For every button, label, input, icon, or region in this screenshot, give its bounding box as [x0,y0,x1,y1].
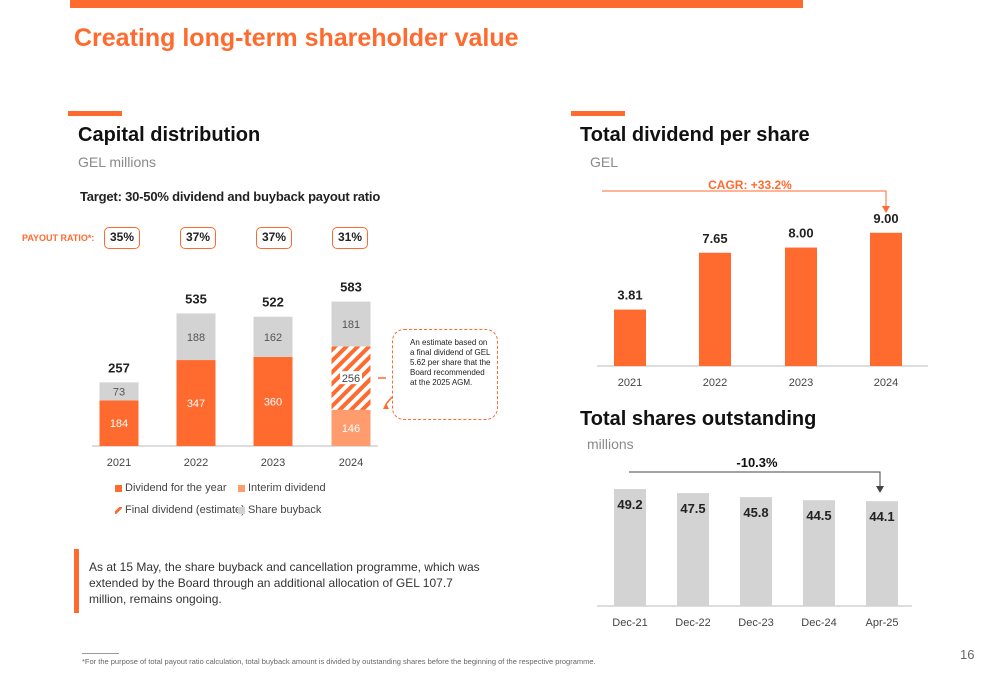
x-tick-label: 2023 [261,457,285,469]
cagr-label: CAGR: +33.2% [708,178,792,192]
legend-swatch [115,506,122,514]
shares-subtitle: millions [587,436,634,452]
payout-ratio-2024: 31% [332,227,368,249]
legend-swatch [115,484,122,492]
legend-swatch [238,484,245,492]
legend-final: Final dividend (estimate) [115,504,245,516]
footnote: *For the purpose of total payout ratio c… [82,657,596,666]
bar-segment [99,400,139,446]
cagr-arrow-head [882,206,890,213]
segment-label: 256 [342,373,360,385]
footnote-rule [82,653,119,654]
bar [614,489,646,606]
legend-label: Dividend for the year [125,482,227,494]
x-tick-label: 2022 [703,377,727,389]
x-tick-label: Dec-24 [801,617,836,629]
capital-subtitle: GEL millions [78,154,157,170]
dividend-title: Total dividend per share [580,124,810,146]
segment-label: 73 [113,386,125,398]
payout-ratio-2023: 37% [256,227,292,249]
shares-title: Total shares outstanding [580,408,817,430]
legend-label: Share buyback [248,504,322,516]
total-label: 535 [185,291,207,306]
top-accent-bar [70,0,803,8]
bar [870,232,902,366]
bar [677,493,709,606]
x-tick-label: 2024 [874,377,898,389]
value-label: 44.1 [869,509,894,524]
legend-dividend: Dividend for the year [115,482,227,494]
bar [699,252,731,366]
section-accent [68,111,122,116]
total-label: 583 [340,280,362,295]
page-number: 16 [960,647,975,662]
bar-segment [253,316,293,357]
x-tick-label: Dec-22 [675,617,710,629]
segment-label: 146 [342,423,360,435]
x-tick-label: 2021 [107,457,131,469]
page-title: Creating long-term shareholder value [74,24,519,52]
bar [785,247,817,366]
segment-label: 162 [264,332,282,344]
payout-label: PAYOUT RATIO*: [22,233,95,243]
shares-change-label: -10.3% [736,455,778,470]
segment-label: 360 [264,396,282,408]
value-label: 44.5 [806,508,831,523]
total-label: 257 [108,360,130,375]
bar [614,309,646,366]
x-tick-label: 2021 [618,377,642,389]
total-label: 522 [262,295,284,310]
bar-segment [99,382,139,401]
capital-title: Capital distribution [78,124,261,146]
segment-label: 347 [187,398,205,410]
estimate-note: An estimate based on a final dividend of… [392,329,498,420]
bar-segment [331,301,371,347]
note-arrow [385,396,393,405]
callout-text: As at 15 May, the share buyback and canc… [89,560,480,606]
legend-interim: Interim dividend [238,482,326,494]
value-label: 45.8 [743,505,768,520]
bar-segment [331,409,371,446]
value-label: 9.00 [873,211,898,226]
x-tick-label: Dec-23 [738,617,773,629]
value-label: 8.00 [788,226,813,241]
x-tick-label: Dec-21 [612,617,647,629]
value-label: 49.2 [617,497,642,512]
value-label: 3.81 [617,288,642,303]
payout-ratio-2022: 37% [180,227,216,249]
bar [866,501,898,606]
x-tick-label: 2023 [789,377,813,389]
legend-label: Interim dividend [248,482,326,494]
bar-segment [176,313,216,361]
shares-arrow-head [876,486,884,493]
x-tick-label: 2024 [339,457,363,469]
callout-accent [74,549,79,613]
note-arrow-head [383,403,389,409]
legend-label: Final dividend (estimate) [125,504,245,516]
bar [803,500,835,606]
shares-bracket [629,471,881,488]
segment-label: 188 [187,332,205,344]
bar-segment [176,360,216,446]
value-label: 47.5 [680,501,705,516]
bar [740,497,772,606]
legend-buyback: Share buyback [238,504,321,516]
cagr-bracket [602,190,887,208]
legend-swatch [238,506,245,514]
dividend-subtitle: GEL [590,154,619,170]
payout-ratio-2021: 35% [104,227,140,249]
x-tick-label: Apr-25 [865,617,898,629]
bar-segment [253,356,293,446]
segment-label: 184 [110,418,128,430]
segment-label: 181 [342,319,360,331]
segment-label-bg [340,371,362,385]
section-accent [571,111,625,116]
value-label: 7.65 [702,231,727,246]
x-tick-label: 2022 [184,457,208,469]
target-text: Target: 30-50% dividend and buyback payo… [80,189,381,204]
